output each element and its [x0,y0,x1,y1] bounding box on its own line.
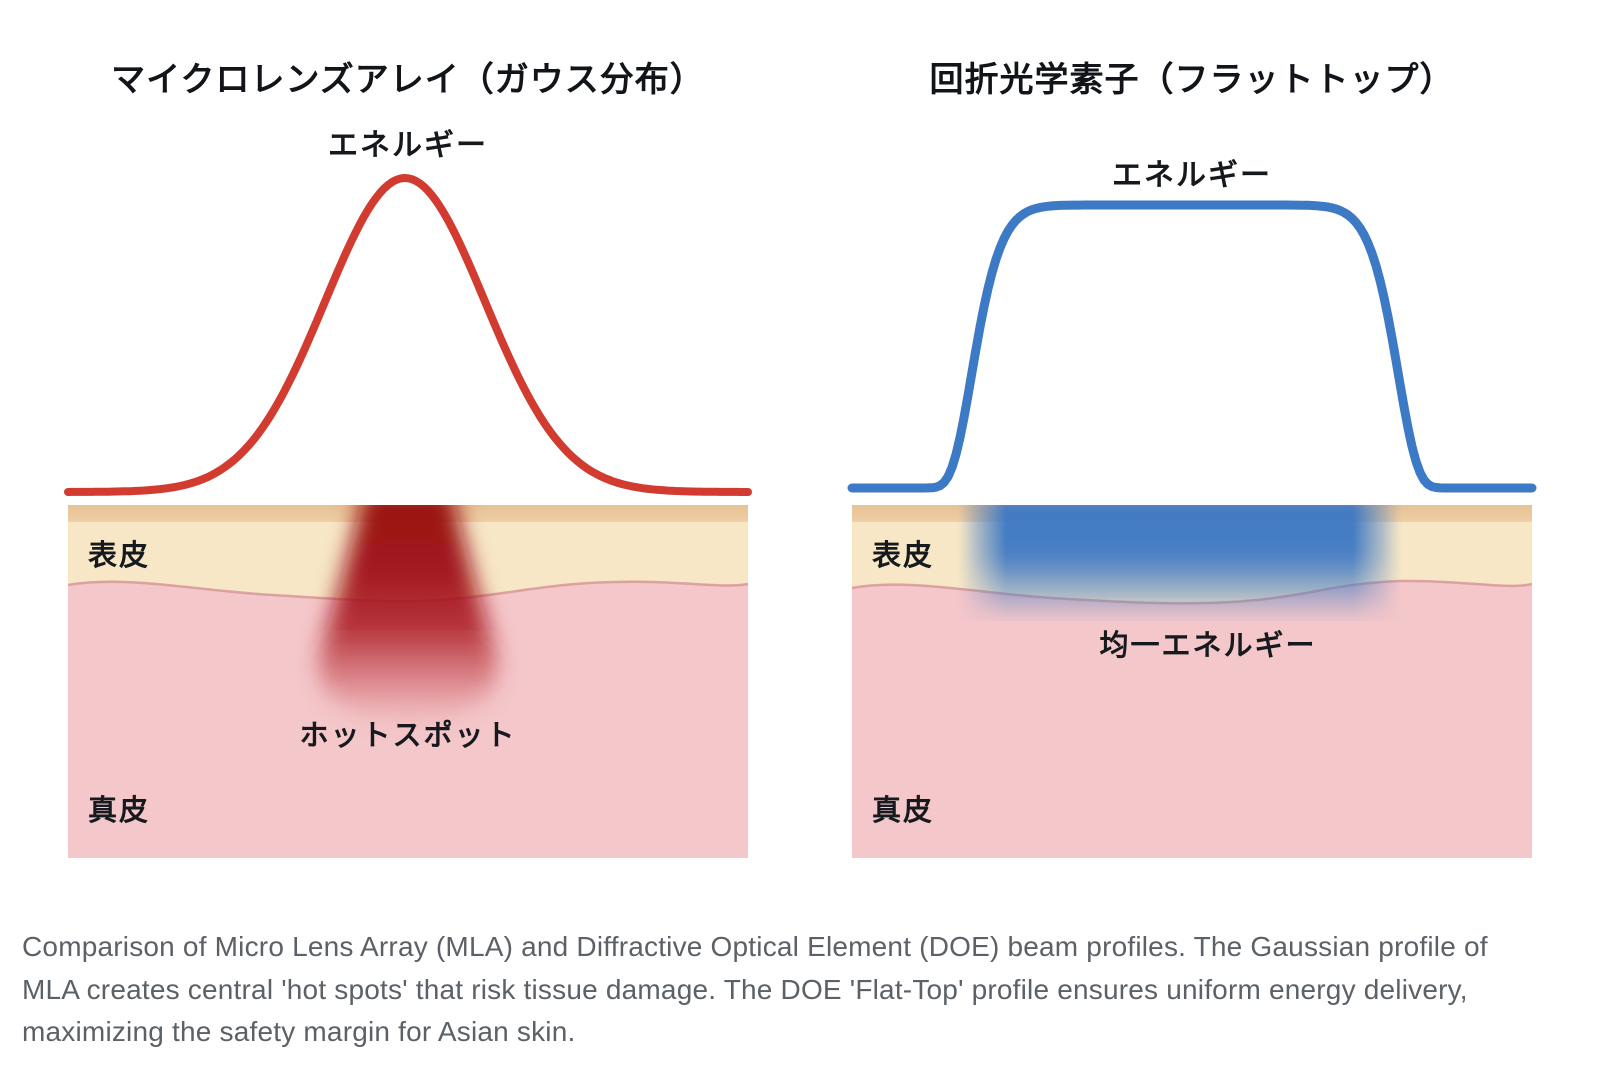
flattop-curve-plot [847,200,1537,493]
panel-mla-title: マイクロレンズアレイ（ガウス分布） [111,61,705,99]
epidermis-label-doe: 表皮 [872,540,935,572]
panel-doe: 回折光学素子（フラットトップ） エネルギー 表皮 均一エネルギー 真皮 [847,0,1537,905]
epidermis-label-mla: 表皮 [88,540,151,572]
hotspot-glow [319,505,497,721]
gaussian-curve [64,174,752,496]
dermis-label-doe: 真皮 [872,795,935,827]
figure-mla-vs-doe: マイクロレンズアレイ（ガウス分布） エネルギー [64,0,1537,905]
hotspot-label: ホットスポット [299,720,517,752]
hotspot-cone [319,505,497,721]
flattop-curve [847,200,1537,493]
caption-line-2: MLA creates central 'hot spots' that ris… [22,973,1468,1005]
dermis-label-mla: 真皮 [88,795,151,827]
skin-cross-section-mla: 表皮 ホットスポット 真皮 [68,505,748,858]
uniform-energy-band [957,505,1402,621]
uniform-energy-label: 均一エネルギー [1099,630,1317,662]
caption-line-1: Comparison of Micro Lens Array (MLA) and… [22,931,1488,962]
caption-line-3: maximizing the safety margin for Asian s… [22,1016,576,1047]
energy-label-doe: エネルギー [1112,159,1272,192]
gaussian-curve-plot [64,174,752,496]
panel-mla: マイクロレンズアレイ（ガウス分布） エネルギー [64,0,752,905]
skin-cross-section-doe: 表皮 均一エネルギー 真皮 [852,505,1532,858]
dermis-fill [852,580,1532,858]
figure-caption: Comparison of Micro Lens Array (MLA) and… [22,926,1542,1054]
energy-label-mla: エネルギー [328,129,488,162]
panel-doe-title: 回折光学素子（フラットトップ） [929,61,1455,99]
